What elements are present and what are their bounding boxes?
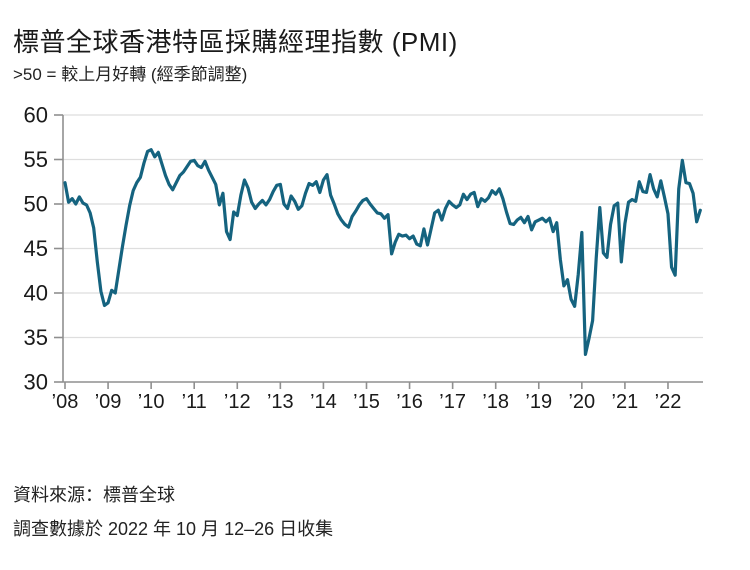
pmi-line-chart: 30 35 40 45 50 55 60 ’08 ’09 ’10 ’11 ’12 ’13 ’14 ’15 ’1… xyxy=(24,103,703,413)
x-tick-label-14: ’22 xyxy=(655,391,682,413)
x-tick-label-11: ’19 xyxy=(525,391,552,413)
x-tick-label-10: ’18 xyxy=(482,391,509,413)
x-tick-label-13: ’21 xyxy=(612,391,639,413)
page-title: 標普全球香港特區採購經理指數 (PMI) xyxy=(13,27,458,57)
collection-period-note: 調查數據於 2022 年 10 月 12–26 日收集 xyxy=(13,519,334,539)
x-tick-label-7: ’15 xyxy=(353,391,380,413)
x-tick-label-12: ’20 xyxy=(568,391,595,413)
y-tick-label-30: 30 xyxy=(24,370,48,395)
x-tick-label-9: ’17 xyxy=(439,391,466,413)
pmi-series-line xyxy=(63,148,702,357)
x-tick-label-6: ’14 xyxy=(310,391,337,413)
x-tick-label-2: ’10 xyxy=(138,391,165,413)
x-tick-label-8: ’16 xyxy=(396,391,423,413)
y-tick-label-35: 35 xyxy=(24,325,48,350)
data-source-note: 資料來源：標普全球 xyxy=(13,485,175,505)
x-tick-label-1: ’09 xyxy=(95,391,122,413)
x-tick-label-0: ’08 xyxy=(52,391,79,413)
y-tick-label-60: 60 xyxy=(24,103,48,128)
y-tick-label-40: 40 xyxy=(24,281,48,306)
x-tick-label-4: ’12 xyxy=(224,391,251,413)
x-tick-label-3: ’11 xyxy=(182,391,207,413)
y-tick-label-55: 55 xyxy=(24,147,48,172)
page-subtitle: >50 = 較上月好轉 (經季節調整) xyxy=(13,65,248,84)
y-tick-label-50: 50 xyxy=(24,192,48,217)
y-tick-label-45: 45 xyxy=(24,236,48,261)
x-tick-label-5: ’13 xyxy=(267,391,294,413)
